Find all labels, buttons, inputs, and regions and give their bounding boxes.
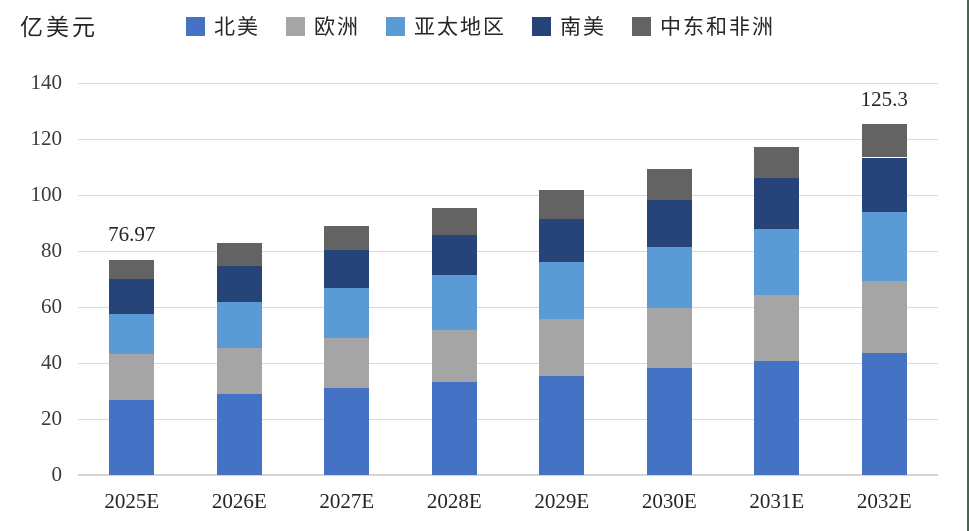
bar-segment-南美: [861, 157, 907, 212]
bar-2032E: [861, 83, 907, 475]
data-label: 76.97: [108, 222, 156, 247]
bar-segment-欧洲: [431, 329, 477, 383]
y-axis-tick-label: 140: [30, 70, 63, 94]
legend-swatch-icon: [386, 16, 405, 36]
legend-item-1: 欧洲: [286, 11, 360, 41]
data-label: 125.3: [860, 87, 908, 112]
bar-segment-北美: [539, 375, 585, 475]
bar-segment-欧洲: [109, 354, 155, 400]
bar-2027E: [324, 83, 370, 475]
bar-segment-中东和非洲: [216, 243, 262, 266]
bar-segment-南美: [754, 178, 800, 230]
legend-label: 南美: [560, 15, 606, 39]
bar-segment-亚太地区: [109, 313, 155, 355]
plot-area: [78, 82, 938, 476]
legend: 北美 欧洲 亚太地区 南美 中东和非洲: [186, 11, 775, 41]
legend-swatch-icon: [186, 16, 205, 36]
bar-segment-亚太地区: [754, 229, 800, 296]
bar-segment-南美: [324, 250, 370, 288]
bar-segment-欧洲: [216, 347, 262, 395]
legend-swatch-icon: [532, 16, 551, 36]
bar-segment-中东和非洲: [754, 147, 800, 179]
y-axis-tick-label: 0: [51, 462, 63, 486]
bar-segment-欧洲: [646, 308, 692, 369]
gridline: [78, 306, 938, 308]
y-axis-tick-label: 60: [41, 294, 62, 318]
bar-segment-亚太地区: [431, 274, 477, 330]
gridline: [78, 250, 938, 252]
bar-segment-中东和非洲: [109, 259, 155, 280]
gridline: [78, 82, 938, 84]
y-axis-tick-label: 100: [30, 182, 63, 206]
bar-segment-北美: [324, 388, 370, 475]
bar-segment-欧洲: [861, 281, 907, 353]
bar-segment-亚太地区: [216, 301, 262, 348]
bar-segment-中东和非洲: [324, 226, 370, 251]
x-axis-label: 2028E: [426, 489, 482, 513]
bar-segment-亚太地区: [324, 287, 370, 338]
y-axis-tick-label: 120: [30, 126, 63, 150]
bar-2026E: [216, 83, 262, 475]
axis-unit-label: 亿美元: [20, 15, 98, 40]
bar-segment-北美: [109, 399, 155, 475]
bar-segment-南美: [216, 265, 262, 302]
bar-segment-南美: [539, 218, 585, 263]
y-axis-tick-label: 40: [41, 350, 62, 374]
bar-segment-亚太地区: [539, 262, 585, 319]
y-axis-tick-label: 80: [41, 238, 62, 262]
bar-segment-北美: [861, 352, 907, 475]
x-axis-label: 2032E: [856, 489, 912, 513]
legend-item-0: 北美: [186, 11, 260, 41]
gridline: [78, 138, 938, 140]
x-axis-label: 2030E: [641, 489, 697, 513]
window-right-border: [967, 0, 969, 531]
gridline: [78, 474, 938, 476]
legend-label: 中东和非洲: [660, 15, 775, 39]
bar-segment-中东和非洲: [539, 189, 585, 219]
gridline: [78, 194, 938, 196]
bar-2028E: [431, 83, 477, 475]
bar-segment-欧洲: [754, 295, 800, 361]
legend-item-3: 南美: [532, 11, 606, 41]
legend-label: 欧洲: [314, 15, 360, 39]
bar-2030E: [646, 83, 692, 475]
x-axis-label: 2025E: [104, 489, 160, 513]
bar-segment-欧洲: [324, 337, 370, 389]
bar-segment-南美: [646, 200, 692, 247]
bar-segment-南美: [109, 279, 155, 314]
bar-segment-中东和非洲: [431, 208, 477, 236]
bar-segment-北美: [646, 368, 692, 475]
legend-swatch-icon: [286, 16, 305, 36]
legend-label: 北美: [214, 15, 260, 39]
legend-item-2: 亚太地区: [386, 11, 506, 41]
bar-segment-亚太地区: [646, 246, 692, 309]
y-axis-tick-label: 20: [41, 406, 62, 430]
gridline: [78, 362, 938, 364]
legend-item-4: 中东和非洲: [632, 11, 775, 41]
legend-swatch-icon: [632, 16, 651, 36]
bar-segment-中东和非洲: [861, 124, 907, 158]
gridline: [78, 418, 938, 420]
bar-segment-北美: [431, 382, 477, 475]
x-axis-label: 2027E: [319, 489, 375, 513]
bar-segment-南美: [431, 235, 477, 275]
bar-segment-北美: [754, 360, 800, 475]
x-axis-label: 2031E: [749, 489, 805, 513]
bar-2031E: [754, 83, 800, 475]
bar-2029E: [539, 83, 585, 475]
bar-segment-中东和非洲: [646, 169, 692, 201]
bar-segment-欧洲: [539, 318, 585, 376]
legend-label: 亚太地区: [414, 15, 506, 39]
bar-2025E: [109, 83, 155, 475]
x-axis-label: 2029E: [534, 489, 590, 513]
bar-segment-北美: [216, 394, 262, 475]
x-axis-label: 2026E: [211, 489, 267, 513]
bar-segment-亚太地区: [861, 211, 907, 282]
